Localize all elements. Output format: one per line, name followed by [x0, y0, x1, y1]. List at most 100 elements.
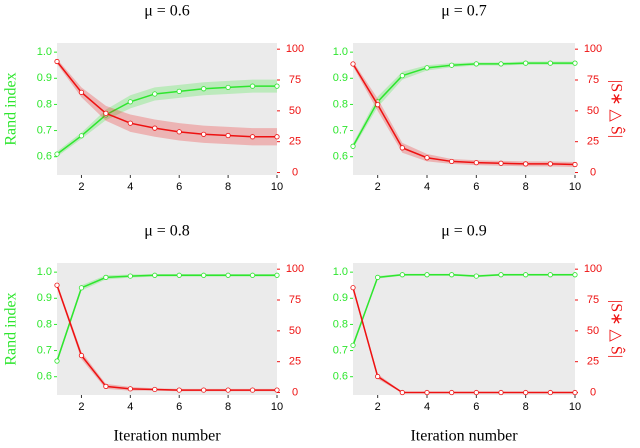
- point: [225, 387, 231, 393]
- x-tick-label: 10: [271, 181, 283, 193]
- point: [201, 131, 207, 137]
- point: [449, 62, 455, 68]
- point: [176, 88, 182, 94]
- y2-tick-label: 100: [286, 263, 304, 275]
- point: [152, 91, 158, 97]
- y2-tick-label: 0: [590, 386, 596, 398]
- x-tick-label: 6: [176, 181, 182, 193]
- point: [523, 161, 529, 167]
- x-tick-label: 2: [78, 181, 84, 193]
- x-tick-label: 10: [271, 401, 283, 413]
- x-tick-label: 6: [473, 181, 479, 193]
- y2-tick-label: 100: [584, 43, 602, 55]
- point: [249, 83, 256, 89]
- y-tick-label: 0.9: [37, 72, 52, 84]
- point: [498, 61, 504, 67]
- point: [201, 272, 207, 278]
- point: [572, 60, 578, 66]
- point: [103, 274, 109, 280]
- point: [274, 272, 280, 278]
- point: [176, 272, 182, 278]
- y-tick-label: 0.9: [333, 72, 348, 84]
- y2-tick-label: 0: [590, 166, 596, 178]
- point: [201, 387, 207, 393]
- chart-title: μ = 0.6: [144, 3, 190, 20]
- y-tick-label: 0.8: [333, 318, 348, 330]
- y2-tick-label: 75: [289, 294, 301, 306]
- point: [225, 84, 231, 91]
- x-tick-label: 2: [78, 401, 84, 413]
- point: [249, 387, 256, 393]
- point: [473, 160, 479, 166]
- x-tick-label: 8: [523, 181, 529, 193]
- series-line: [56, 284, 277, 391]
- y2-tick-label: 25: [587, 136, 599, 148]
- x-tick-label: 4: [127, 181, 133, 193]
- y2-tick-label: 100: [584, 263, 602, 275]
- point: [103, 110, 109, 116]
- point: [523, 60, 529, 66]
- y2-tick-label: 75: [289, 74, 301, 86]
- point: [572, 272, 578, 278]
- y-tick-label: 0.9: [333, 292, 348, 304]
- y-tick-label: 0.7: [333, 124, 348, 136]
- y-tick-label: 1.0: [333, 46, 348, 58]
- series-line: [56, 61, 277, 138]
- point: [523, 389, 529, 396]
- y-tick-label: 0.9: [37, 292, 52, 304]
- point: [274, 83, 280, 89]
- series-line: [56, 85, 277, 155]
- y-tick-label: 0.7: [333, 344, 348, 356]
- plot-area: [57, 263, 277, 395]
- point: [78, 133, 85, 139]
- point: [375, 274, 381, 280]
- x-tick-label: 2: [375, 401, 381, 413]
- y2-tick-label: 50: [587, 105, 599, 117]
- y2-tick-label: 50: [289, 325, 301, 337]
- y2-tick-label: 25: [289, 136, 301, 148]
- point: [54, 58, 60, 65]
- x-tick-label: 6: [473, 401, 479, 413]
- y-tick-label: 0.7: [37, 124, 52, 136]
- series-line: [352, 287, 575, 394]
- point: [399, 145, 405, 151]
- y-axis-label: Rand index: [3, 72, 20, 145]
- y2-tick-label: 75: [587, 74, 599, 86]
- series-line: [352, 62, 575, 147]
- y2-tick-label: 25: [289, 356, 301, 368]
- point: [274, 387, 280, 393]
- point: [225, 132, 231, 139]
- x-tick-label: 4: [127, 401, 133, 413]
- point: [399, 73, 405, 79]
- y-tick-label: 0.7: [37, 344, 52, 356]
- point: [449, 158, 455, 165]
- point: [375, 373, 381, 380]
- point: [473, 273, 479, 279]
- x-tick-label: 8: [523, 401, 529, 413]
- point: [201, 86, 207, 92]
- point: [54, 151, 60, 157]
- y-tick-label: 1.0: [37, 266, 52, 278]
- point: [274, 134, 280, 140]
- x-tick-label: 2: [375, 181, 381, 193]
- x-tick-label: 4: [424, 401, 430, 413]
- point: [399, 272, 405, 278]
- point: [350, 61, 356, 67]
- x-tick-label: 6: [176, 401, 182, 413]
- chart-title: μ = 0.9: [441, 223, 487, 240]
- point: [152, 272, 158, 278]
- y2-tick-label: 50: [289, 105, 301, 117]
- y-axis-label: Rand index: [3, 292, 20, 365]
- point: [498, 389, 504, 396]
- point: [103, 383, 109, 389]
- point: [78, 352, 85, 359]
- x-tick-label: 10: [569, 181, 581, 193]
- point: [350, 342, 356, 348]
- plot-area: [57, 43, 277, 175]
- point: [78, 285, 85, 291]
- x-tick-label: 10: [569, 401, 581, 413]
- point: [498, 272, 504, 278]
- point: [572, 389, 578, 396]
- point: [249, 272, 256, 278]
